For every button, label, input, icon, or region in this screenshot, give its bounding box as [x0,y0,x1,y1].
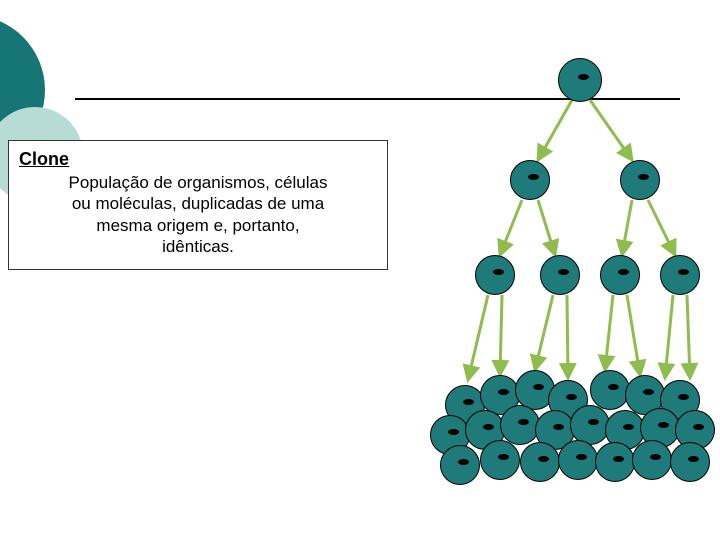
cell-nucleus [578,74,589,80]
cell [570,405,610,445]
arrow [627,295,640,375]
definition-title: Clone [19,149,377,170]
arrow [500,200,522,255]
arrow [622,200,632,255]
cell-nucleus [448,429,459,435]
arrow [687,295,690,378]
arrow [648,200,675,255]
cell-nucleus [576,454,587,460]
cell [510,160,550,200]
cell-nucleus [458,459,469,465]
cell [475,255,515,295]
arrow [590,100,632,160]
cell-nucleus [588,419,599,425]
cell-nucleus [650,454,661,460]
cell-nucleus [658,422,669,428]
arrow [567,295,568,378]
cell-nucleus [608,384,619,390]
arrow [538,200,555,255]
cell [440,445,480,485]
arrow [538,100,572,160]
cell-nucleus [528,174,539,180]
cell [670,442,710,482]
cell [590,370,630,410]
cell [595,442,635,482]
cell-nucleus [693,424,704,430]
cell [558,58,602,102]
cell-nucleus [678,394,689,400]
arrow [665,295,673,378]
arrow [535,295,553,370]
cell-nucleus [566,394,577,400]
cell-nucleus [483,424,494,430]
cell [558,440,598,480]
cell-nucleus [498,454,509,460]
cell [660,255,700,295]
cell [620,160,660,200]
cell-nucleus [553,424,564,430]
arrow [500,295,502,375]
cell [540,255,580,295]
cell-nucleus [613,456,624,462]
cell-nucleus [498,389,509,395]
cell-nucleus [638,174,649,180]
cell-nucleus [463,399,474,405]
cell-nucleus [643,389,654,395]
cell-nucleus [618,269,629,275]
cell-nucleus [538,456,549,462]
cell-nucleus [688,456,699,462]
arrow-group [468,100,690,380]
definition-body: População de organismos, célulasou moléc… [19,172,377,257]
cell-nucleus [623,424,634,430]
cell [520,442,560,482]
cell [500,405,540,445]
cell [480,440,520,480]
cell-nucleus [518,419,529,425]
cell-nucleus [533,384,544,390]
cell [632,440,672,480]
cell [600,255,640,295]
cell-nucleus [558,269,569,275]
definition-box: Clone População de organismos, célulasou… [8,140,388,270]
cell-nucleus [678,269,689,275]
cell-nucleus [493,269,504,275]
arrow [605,295,613,370]
arrow [468,295,488,380]
